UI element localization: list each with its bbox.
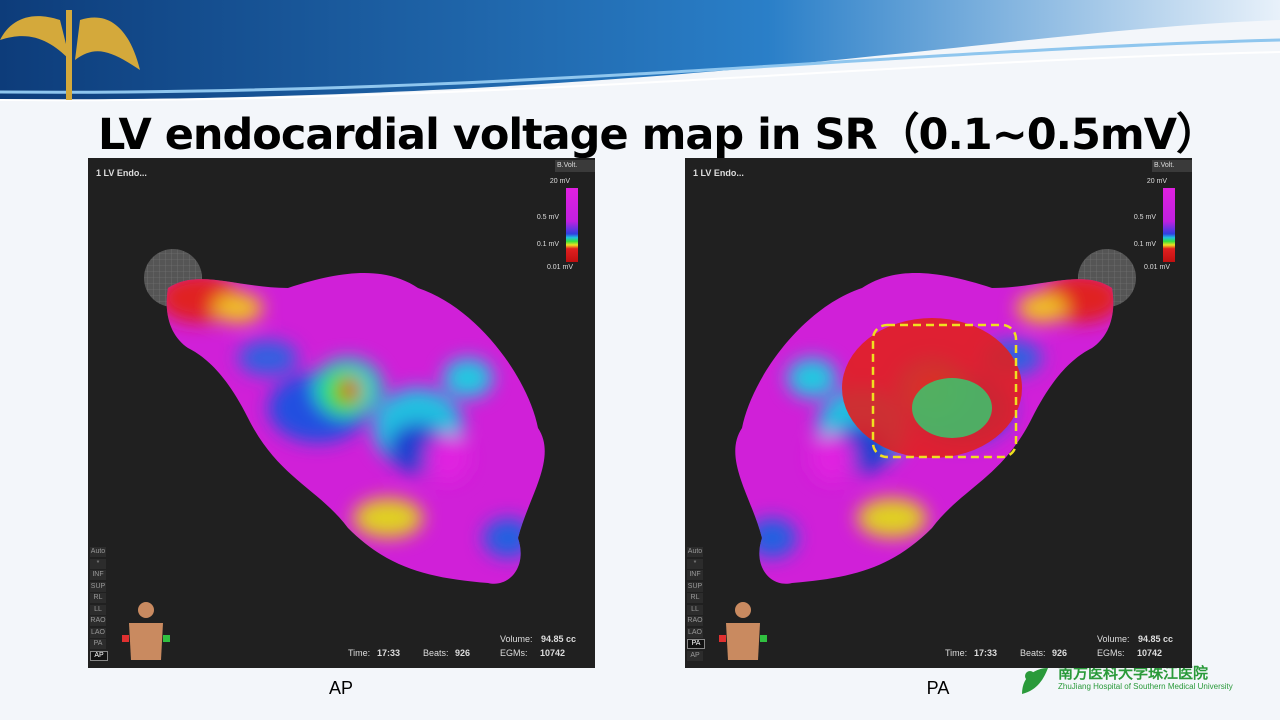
beats-value: 926 <box>1052 648 1068 658</box>
panel-caption: PA <box>926 678 950 698</box>
scale-label: 0.01 mV <box>546 264 574 271</box>
scale-label: 0.1 mV <box>1133 241 1156 248</box>
view-button: Auto <box>90 547 106 557</box>
volume-label: Volume: <box>1097 634 1130 644</box>
header-band <box>0 0 1280 102</box>
view-button: INF <box>90 570 106 580</box>
map-type-dropdown: B.Volt. <box>555 160 595 172</box>
volume-value: 94.85 cc <box>541 634 577 644</box>
color-scale <box>1163 188 1175 262</box>
time-label: Time: <box>945 648 968 658</box>
beats-value: 926 <box>455 648 471 658</box>
logo-cn: 南方医科大学珠江医院 <box>1058 665 1209 682</box>
view-button: PA <box>90 639 106 649</box>
scale-label: 0.01 mV <box>1143 264 1171 271</box>
slide-title: LV endocardial voltage map in SR（0.1~0.5… <box>98 110 1219 160</box>
scale-label: 0.5 mV <box>536 214 559 221</box>
egms-label: EGMs: <box>500 648 528 658</box>
view-button: SUP <box>687 581 703 592</box>
volume-value: 94.85 cc <box>1138 634 1174 644</box>
scale-label: 0.1 mV <box>536 241 559 248</box>
logo-en: ZhuJiang Hospital of Southern Medical Un… <box>1058 682 1233 691</box>
view-button: AP <box>687 650 703 661</box>
scale-label: 20 mV <box>549 178 571 185</box>
view-button: SUP <box>90 581 106 592</box>
color-scale <box>566 188 578 262</box>
view-button: LAO <box>90 627 106 638</box>
time-value: 17:33 <box>377 648 401 658</box>
time-value: 17:33 <box>974 648 998 658</box>
egms-value: 10742 <box>540 648 566 658</box>
voltage-map-panel: 1 LV Endo... B.Volt. 20 mV 0.5 mV 0.1 mV 0.01… <box>685 158 1192 668</box>
panel-caption: AP <box>328 678 353 698</box>
scale-label: 20 mV <box>1146 178 1168 185</box>
egms-label: EGMs: <box>1097 648 1125 658</box>
view-button: PA <box>687 639 705 649</box>
map-type-dropdown: B.Volt. <box>1152 160 1192 172</box>
scale-label: 0.5 mV <box>1133 214 1156 221</box>
beats-label: Beats: <box>1020 648 1046 658</box>
orientation-figure <box>719 602 767 660</box>
view-button: * <box>687 558 703 569</box>
view-button: AP <box>90 650 108 661</box>
view-button: RL <box>687 593 703 603</box>
view-button: LL <box>687 604 703 615</box>
voltage-map-panel: 1 LV Endo... B.Volt. 20 mV 0.5 mV 0.1 mV 0.01… <box>88 158 595 668</box>
view-button: * <box>90 558 106 569</box>
volume-label: Volume: <box>500 634 533 644</box>
view-button: RL <box>90 593 106 603</box>
map-label: 1 LV Endo... <box>693 168 744 178</box>
view-button: RAO <box>687 616 703 626</box>
egms-value: 10742 <box>1137 648 1163 658</box>
voltage-map <box>144 249 545 584</box>
view-button: INF <box>687 570 703 580</box>
time-label: Time: <box>348 648 371 658</box>
view-button: LL <box>90 604 106 615</box>
map-label: 1 LV Endo... <box>96 168 147 178</box>
view-button: LAO <box>687 627 703 638</box>
orientation-figure <box>122 602 170 660</box>
beats-label: Beats: <box>423 648 449 658</box>
voltage-map <box>735 249 1136 584</box>
logo: 南方医科大学珠江医院 ZhuJiang Hospital of Southern… <box>1018 662 1248 702</box>
logo-icon <box>1022 668 1048 694</box>
view-button: Auto <box>687 547 703 557</box>
view-button: RAO <box>90 616 106 626</box>
